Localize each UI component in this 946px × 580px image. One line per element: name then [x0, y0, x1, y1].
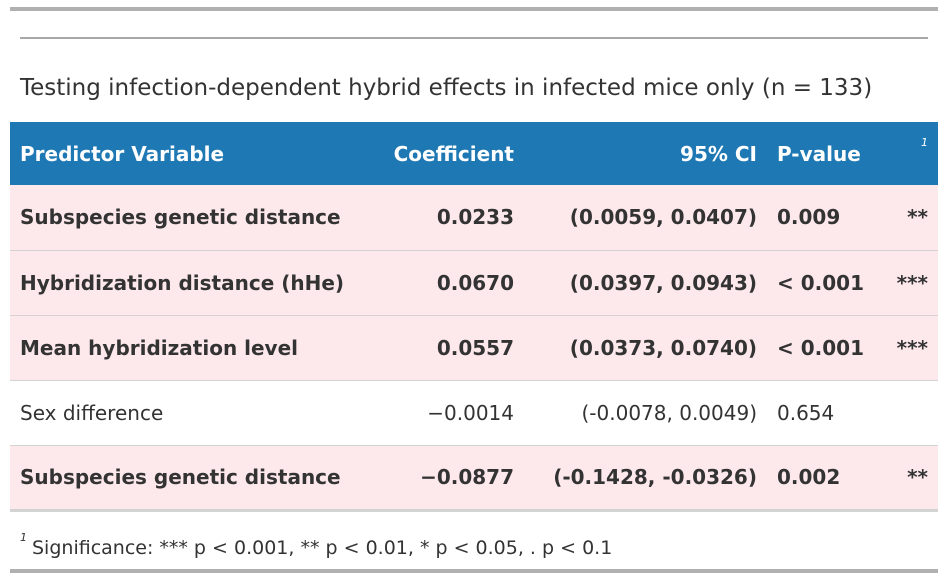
ci-cell: (-0.1428, -0.0326) [553, 465, 757, 489]
table-row: Hybridization distance (hHe) 0.0670 (0.0… [10, 250, 938, 315]
header-pvalue: P-value [777, 141, 861, 166]
coefficient-cell: 0.0233 [436, 205, 514, 230]
table-footnote: 1 Significance: *** p < 0.001, ** p < 0.0… [20, 531, 613, 559]
header-footnote-mark: 1 [921, 136, 928, 149]
table-top-border [10, 7, 938, 11]
coefficient-cell: 0.0670 [436, 270, 514, 295]
coefficient-cell: −0.0014 [427, 400, 514, 425]
significance-stars [862, 380, 938, 445]
significance-stars: ** [907, 465, 928, 489]
pvalue-cell: 0.654 [777, 400, 835, 425]
significance-stars: *** [896, 270, 928, 295]
ci-cell: (0.0373, 0.0740) [569, 335, 757, 360]
pvalue-cell: 0.009 [777, 205, 841, 230]
coefficient-cell: 0.0557 [436, 335, 514, 360]
table-bottom-border [10, 569, 938, 573]
ci-cell: (0.0059, 0.0407) [569, 205, 757, 230]
ci-cell: (-0.0078, 0.0049) [581, 400, 758, 425]
table-row: Subspecies genetic distance −0.0877 (-0.… [10, 445, 938, 510]
table-row: Subspecies genetic distance 0.0233 (0.00… [10, 185, 938, 250]
predictor-cell: Sex difference [20, 400, 164, 425]
pvalue-cell: 0.002 [777, 465, 841, 489]
results-table: Predictor Variable Coefficient 95% CI P-… [10, 122, 938, 512]
header-coefficient: Coefficient [393, 141, 514, 166]
table-title: Testing infection-dependent hybrid effec… [20, 75, 873, 101]
header-ci: 95% CI [680, 141, 757, 166]
predictor-cell: Subspecies genetic distance [20, 205, 341, 230]
significance-stars: *** [896, 335, 928, 360]
header-row: Predictor Variable Coefficient 95% CI P-… [10, 122, 938, 185]
header-predictor: Predictor Variable [20, 141, 225, 166]
table-body: Subspecies genetic distance 0.0233 (0.00… [10, 185, 938, 510]
predictor-cell: Hybridization distance (hHe) [20, 270, 345, 295]
ci-cell: (0.0397, 0.0943) [569, 270, 757, 295]
predictor-cell: Mean hybridization level [20, 335, 299, 360]
footnote-mark: 1 [20, 531, 27, 544]
table-row: Mean hybridization level 0.0557 (0.0373,… [10, 315, 938, 380]
significance-stars: ** [907, 205, 928, 230]
coefficient-cell: −0.0877 [420, 465, 514, 489]
predictor-cell: Subspecies genetic distance [20, 465, 341, 489]
pvalue-cell: < 0.001 [777, 335, 864, 360]
title-divider [20, 37, 928, 39]
pvalue-cell: < 0.001 [777, 270, 864, 295]
footnote-text: Significance: *** p < 0.001, ** p < 0.01… [32, 537, 613, 559]
table-header: Predictor Variable Coefficient 95% CI P-… [10, 122, 938, 185]
table-row: Sex difference −0.0014 (-0.0078, 0.0049)… [10, 380, 938, 445]
